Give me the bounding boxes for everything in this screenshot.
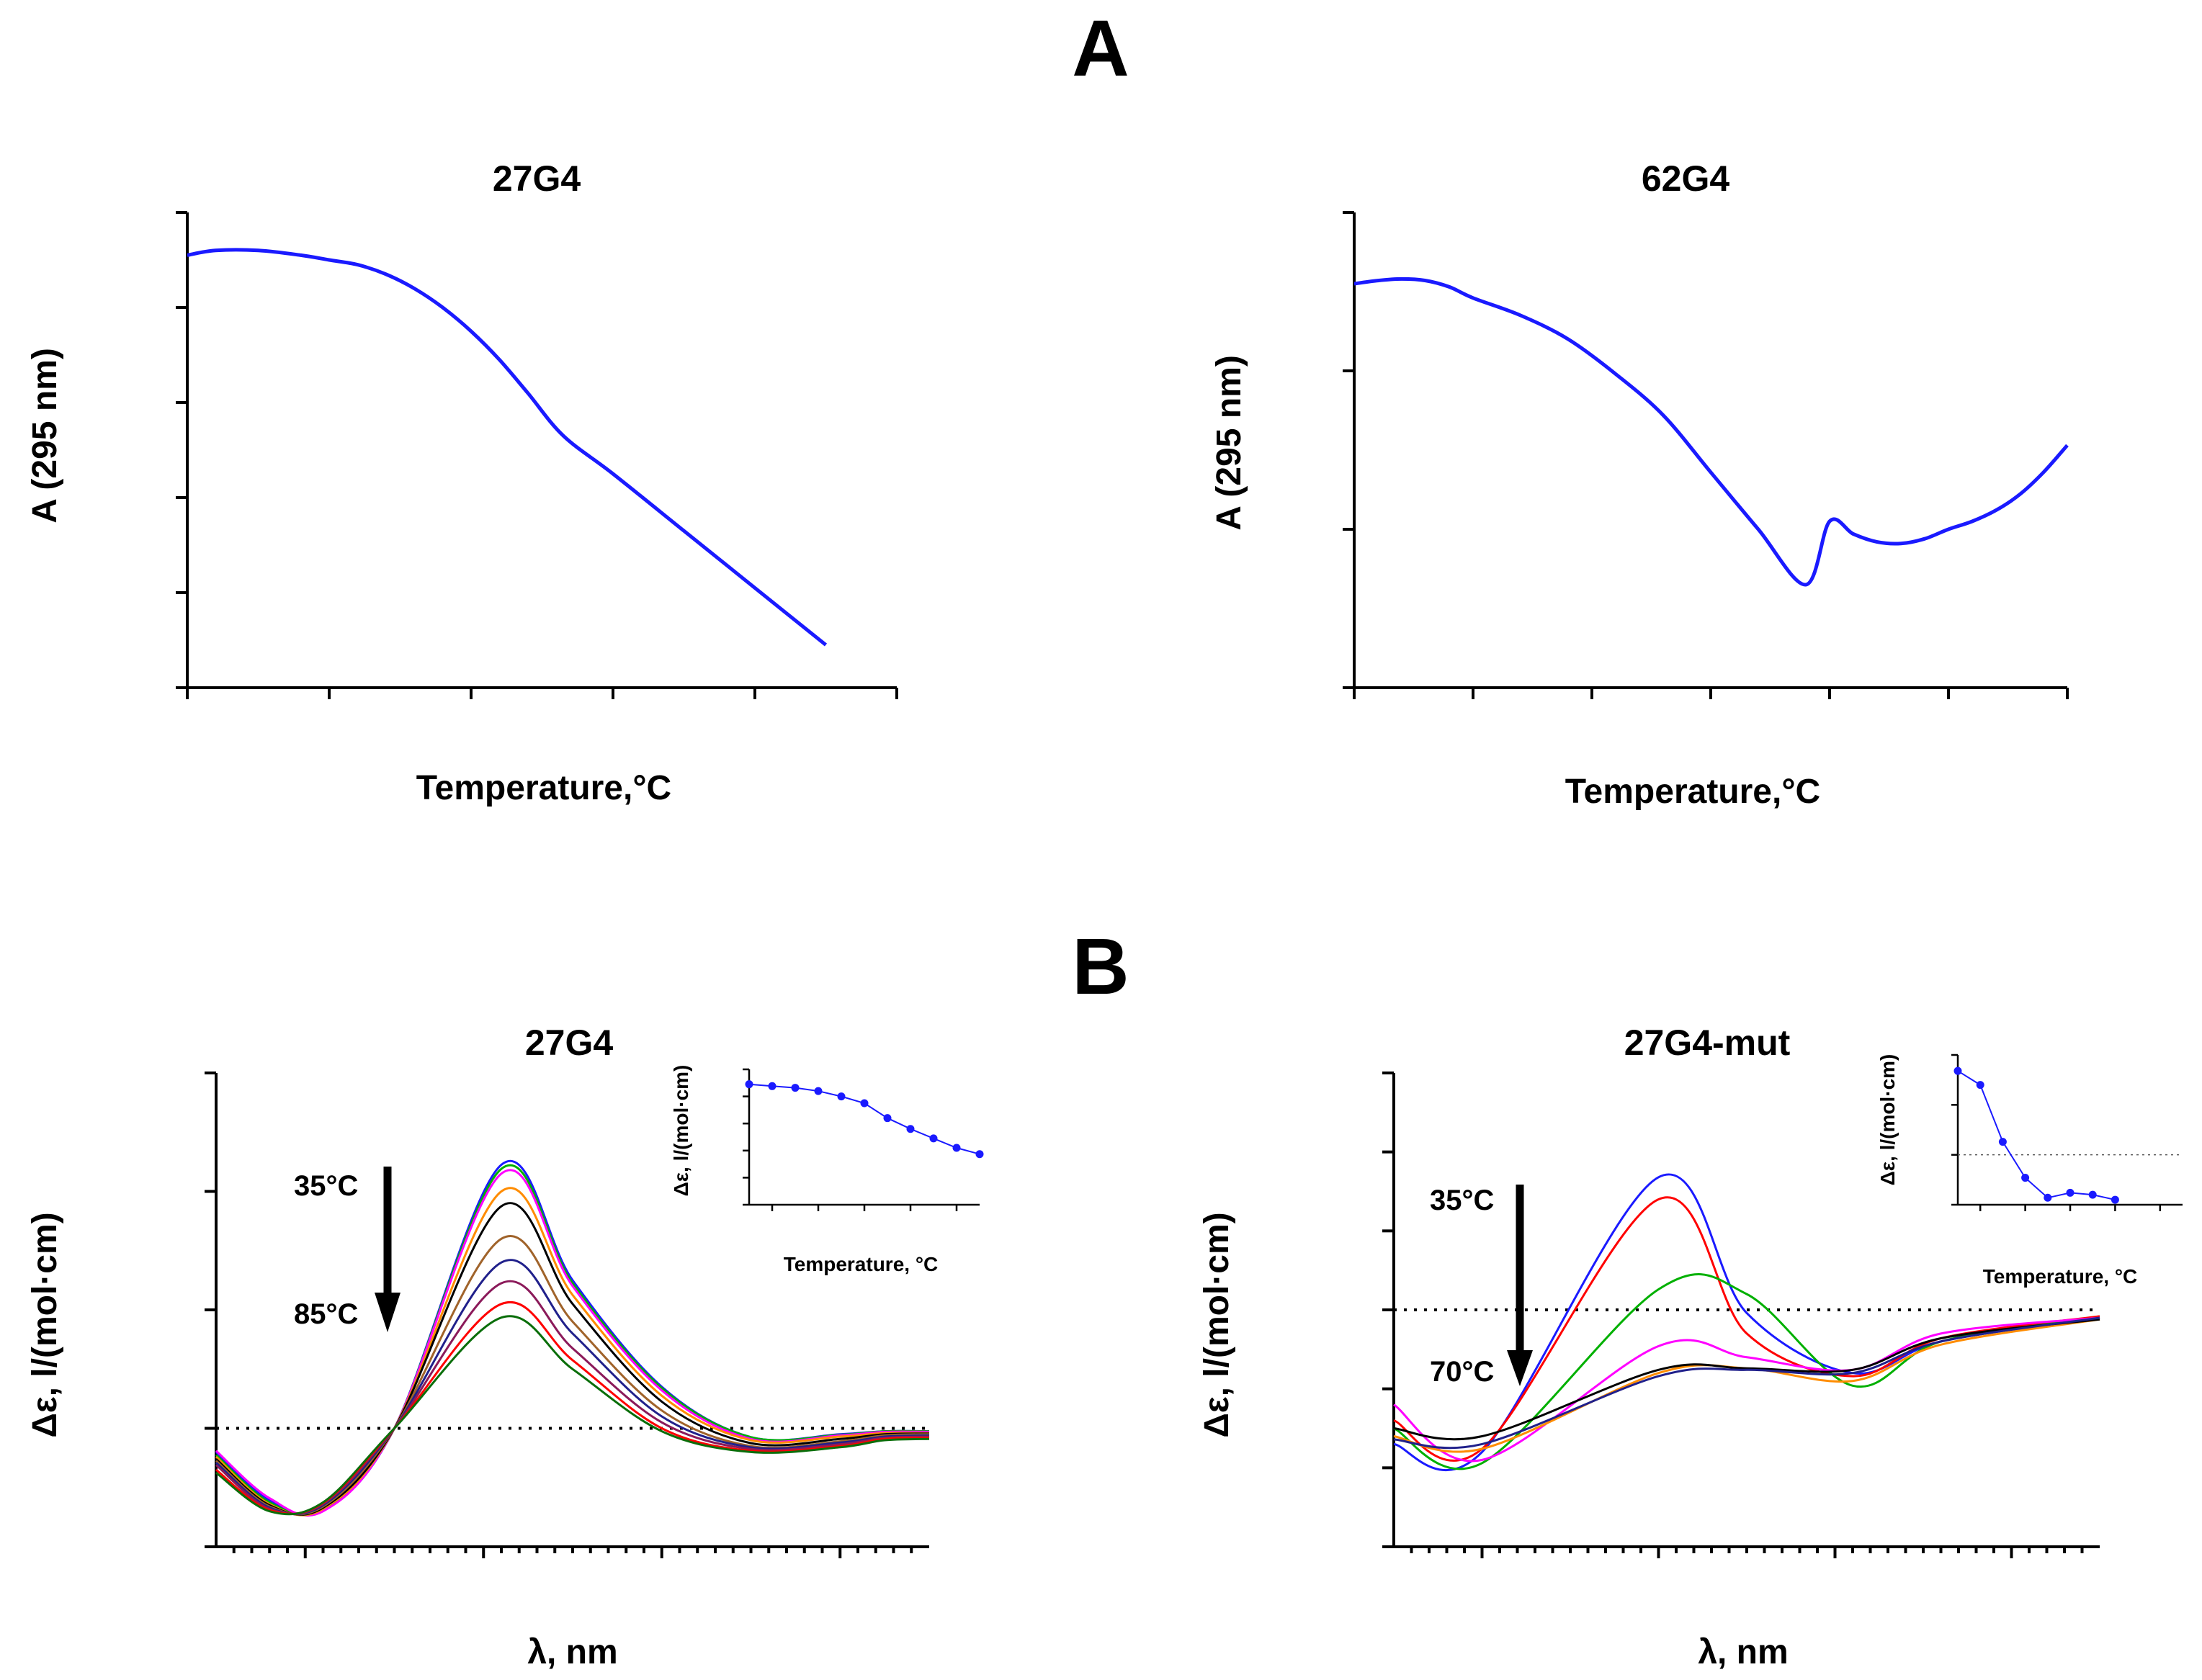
- chart-b2-inset-line: [1957, 1070, 2116, 1201]
- chart-b1-arrow-head: [375, 1293, 400, 1332]
- chart-b1-series-line-1: [215, 1164, 930, 1517]
- chart-b1-inset-point: [975, 1150, 984, 1159]
- chart-b1-ylabel: Δε, l/(mol·cm): [26, 1212, 64, 1437]
- chart-b1-27g4-cd: 27G4 λ, nm Δε, l/(mol·cm) 35°C 85°C Temp…: [26, 1023, 984, 1671]
- chart-b1-inset-point: [837, 1092, 846, 1101]
- chart-b2-inset-xlabel: Temperature, °C: [1983, 1265, 2138, 1288]
- chart-b1-inset-line: [748, 1083, 980, 1155]
- chart-a2-title: 62G4: [1642, 158, 1730, 199]
- chart-a2-series-line-0: [1353, 277, 2069, 587]
- chart-b2-inset-point: [1998, 1138, 2007, 1146]
- chart-b1-inset-point: [952, 1144, 961, 1152]
- chart-b2-series-line-5: [1393, 1318, 2100, 1441]
- chart-b1-series-line-3: [215, 1187, 930, 1517]
- chart-b1-inset-xlabel: Temperature, °C: [784, 1253, 939, 1275]
- chart-b1-title: 27G4: [525, 1023, 614, 1063]
- chart-b2-27g4-mut-cd: 27G4-mut λ, nm Δε, l/(mol·cm) 35°C 70°C …: [1198, 1023, 2183, 1671]
- chart-b1-series-line-0: [215, 1159, 930, 1517]
- chart-b2-inset-point: [1953, 1066, 1962, 1075]
- chart-b2-inset: [1951, 1054, 2183, 1211]
- chart-b2-inset-point: [2021, 1174, 2030, 1182]
- chart-a2-xlabel: Temperature,°C: [1565, 773, 1820, 811]
- chart-b2-xlabel: λ, nm: [1698, 1633, 1788, 1671]
- chart-b2-series-line-0: [1393, 1173, 2100, 1472]
- chart-a2-62g4-absorbance: 62G4 Temperature,°C A (295 nm): [1210, 158, 2069, 811]
- chart-a1-ylabel: A (295 nm): [26, 348, 64, 524]
- chart-b2-annotation-bottom: 70°C: [1430, 1356, 1494, 1388]
- chart-b1-series-line-5: [215, 1235, 930, 1516]
- chart-b1-inset-point: [791, 1084, 800, 1092]
- panel-label-b: B: [1072, 922, 1129, 1011]
- chart-b1-annotation-top: 35°C: [294, 1170, 358, 1202]
- chart-b2-series-line-1: [1393, 1196, 2100, 1462]
- chart-a1-series-line-0: [187, 248, 828, 647]
- chart-b1-inset-point: [768, 1082, 776, 1090]
- chart-b1-annotation-bottom: 85°C: [294, 1298, 358, 1330]
- chart-b1-inset-point: [906, 1125, 915, 1133]
- chart-b2-arrow-head: [1507, 1350, 1533, 1386]
- chart-a2-ylabel: A (295 nm): [1210, 355, 1248, 531]
- chart-b2-inset-point: [2111, 1195, 2119, 1204]
- chart-a1-xlabel: Temperature,°C: [416, 769, 671, 807]
- chart-b2-inset-ylabel: Δε, l/(mol·cm): [1876, 1054, 1899, 1186]
- chart-b2-title: 27G4-mut: [1624, 1023, 1791, 1063]
- chart-b1-inset-point: [860, 1099, 869, 1108]
- chart-b2-annotation-top: 35°C: [1430, 1185, 1494, 1216]
- chart-b1-series-line-9: [215, 1315, 930, 1516]
- chart-b1-inset-ylabel: Δε, l/(mol·cm): [670, 1065, 692, 1197]
- chart-b2-series-line-6: [1393, 1316, 2100, 1450]
- chart-a1-title: 27G4: [493, 158, 581, 199]
- chart-b2-inset-point: [2088, 1190, 2097, 1199]
- chart-b2-inset-point: [1976, 1081, 1984, 1090]
- chart-b1-inset: [743, 1068, 984, 1211]
- chart-b2-ylabel: Δε, l/(mol·cm): [1198, 1212, 1236, 1437]
- chart-b1-series-line-2: [215, 1169, 930, 1517]
- chart-b1-xlabel: λ, nm: [527, 1633, 617, 1671]
- chart-b1-inset-point: [883, 1114, 892, 1123]
- chart-a1-27g4-absorbance: 27G4 Temperature,°C A (295 nm): [26, 158, 898, 807]
- chart-b2-inset-point: [2066, 1188, 2075, 1197]
- chart-b1-inset-point: [745, 1080, 753, 1089]
- chart-b1-inset-point: [814, 1087, 823, 1095]
- panel-label-a: A: [1072, 4, 1129, 93]
- chart-b2-inset-point: [2044, 1193, 2052, 1202]
- chart-b2-series-line-3: [1393, 1316, 2100, 1463]
- chart-b1-inset-point: [929, 1134, 938, 1143]
